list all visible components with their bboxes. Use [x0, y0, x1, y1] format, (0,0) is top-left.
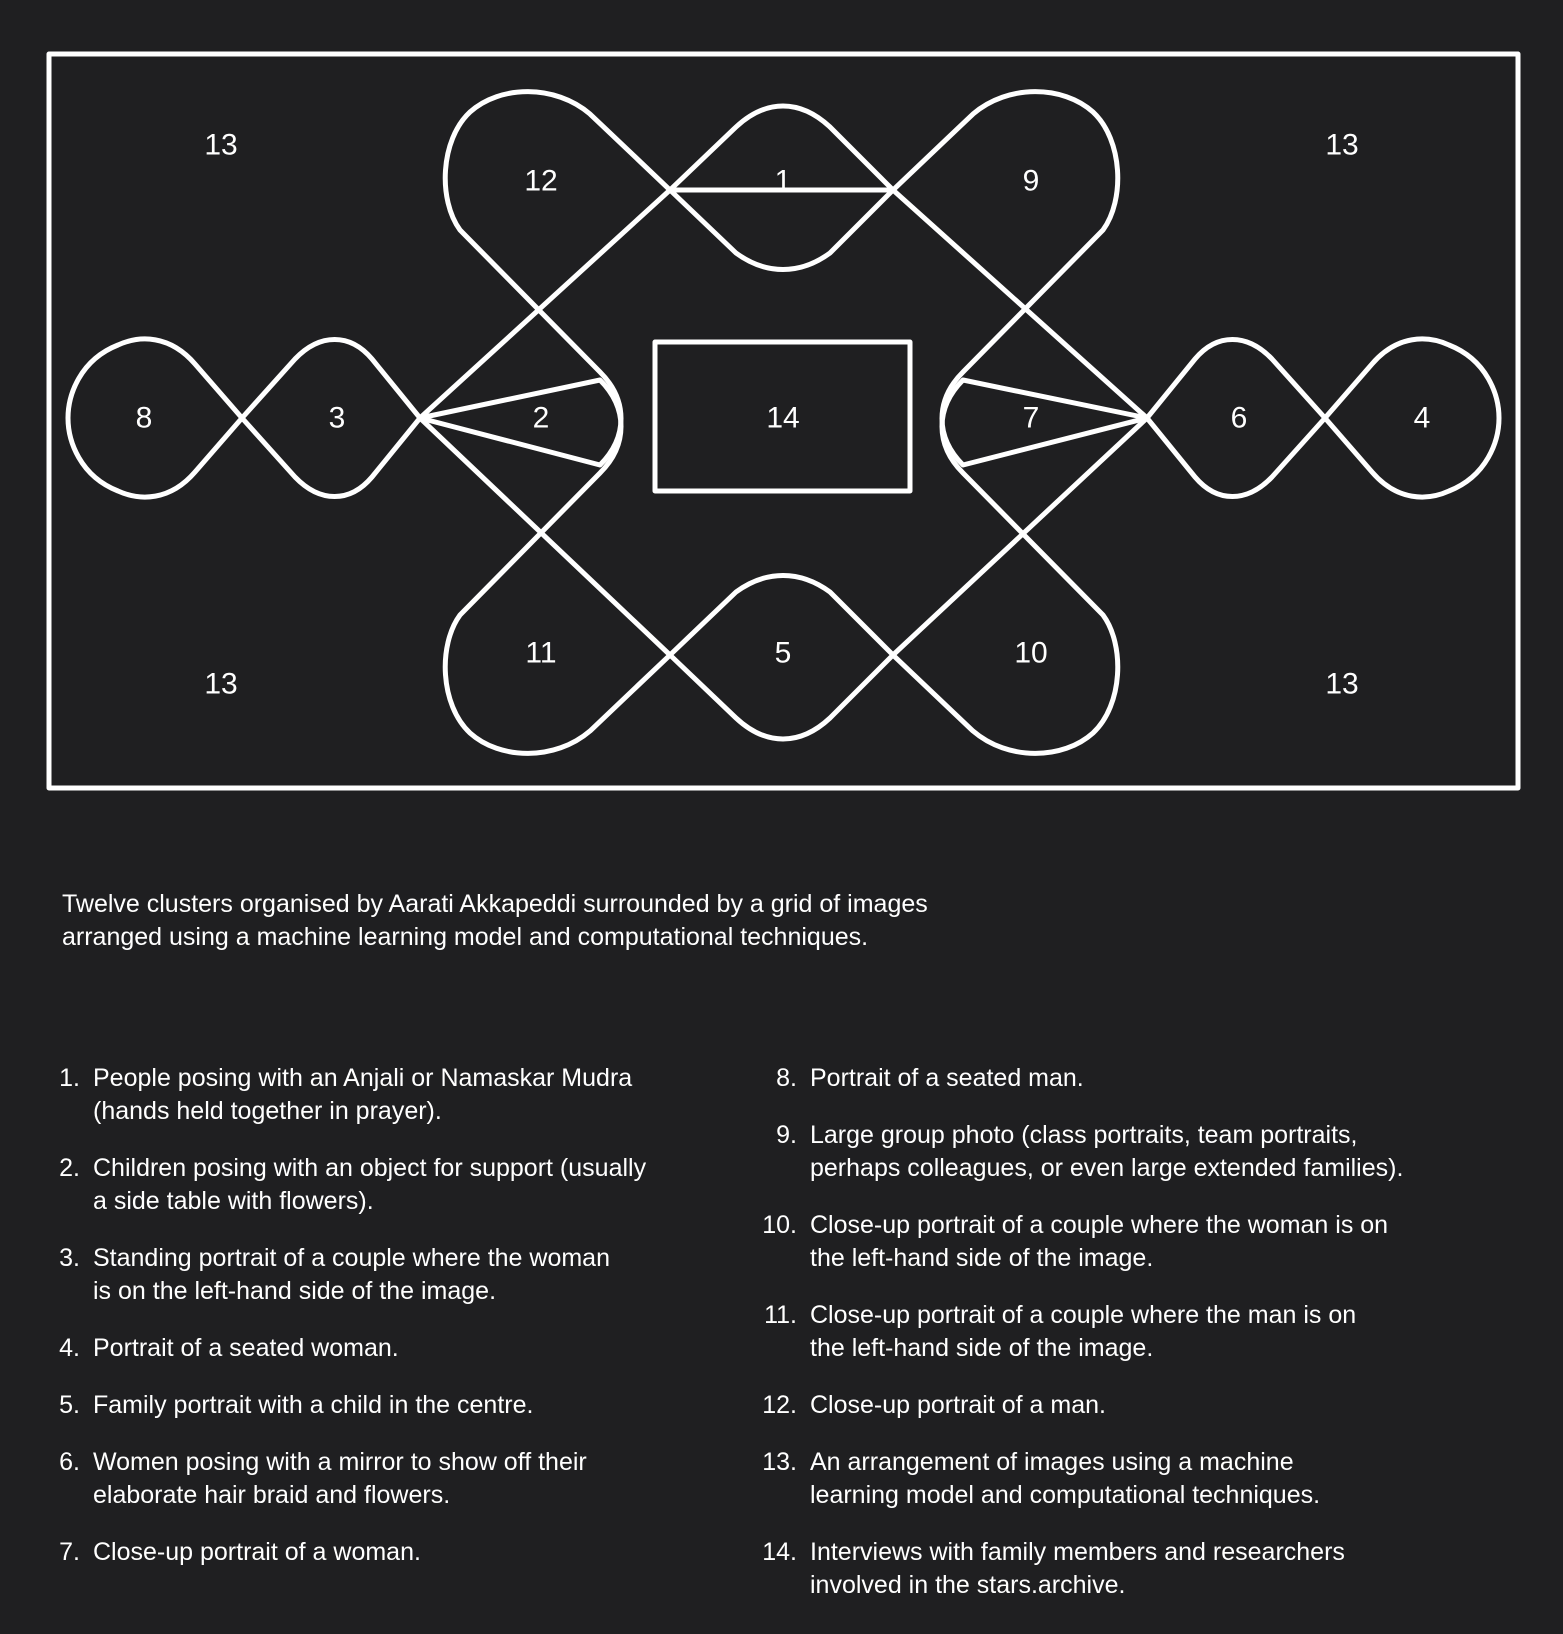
legend-item: 14. Interviews with family members and r…: [715, 1536, 1563, 1602]
legend-number: 5.: [59, 1391, 80, 1419]
outer-frame: [46, 51, 1521, 791]
legend-item: 7. Close-up portrait of a woman.: [0, 1536, 720, 1569]
legend-item: 8. Portrait of a seated man.: [715, 1062, 1563, 1095]
loop-left-outer: [65, 336, 245, 500]
legend-item: 10. Close-up portrait of a couple where …: [715, 1209, 1563, 1275]
legend-item: 1. People posing with an Anjali or Namas…: [0, 1062, 720, 1128]
legend-item: 12. Close-up portrait of a man.: [715, 1389, 1563, 1422]
label-7: 7: [1023, 402, 1040, 435]
legend-number: 10.: [762, 1211, 797, 1239]
legend-left-column: 1. People posing with an Anjali or Namas…: [0, 1062, 720, 1593]
legend-item: 3. Standing portrait of a couple where t…: [0, 1242, 720, 1308]
legend-text: Close-up portrait of a man.: [810, 1391, 1106, 1419]
legend-text: An arrangement of images using a machine…: [810, 1448, 1321, 1509]
legend-number: 12.: [762, 1391, 797, 1419]
legend-text: Large group photo (class portraits, team…: [810, 1121, 1404, 1182]
label-13-bottom-left: 13: [204, 668, 237, 701]
cluster-diagram: 13 13 13 13 12 1 9 8 3 2 14 7 6 4 11 5 1…: [46, 51, 1521, 791]
label-14: 14: [766, 402, 799, 435]
legend-number: 6.: [59, 1448, 80, 1476]
legend-text: Family portrait with a child in the cent…: [93, 1391, 534, 1419]
legend-item: 5. Family portrait with a child in the c…: [0, 1389, 720, 1422]
legend-item: 2. Children posing with an object for su…: [0, 1152, 720, 1218]
loop-right-outer: [1322, 336, 1502, 500]
label-12: 12: [524, 165, 557, 198]
legend-text: Close-up portrait of a couple where the …: [810, 1211, 1389, 1272]
lobe-11: [419, 377, 672, 756]
lobe-10: [891, 377, 1148, 756]
label-10: 10: [1014, 637, 1047, 670]
legend-right-column: 8. Portrait of a seated man. 9. Large gr…: [715, 1062, 1563, 1626]
label-6: 6: [1231, 402, 1248, 435]
legend-item: 11. Close-up portrait of a couple where …: [715, 1299, 1563, 1365]
legend-number: 4.: [59, 1334, 80, 1362]
legend-text: Close-up portrait of a woman.: [93, 1538, 421, 1566]
legend-number: 11.: [764, 1301, 797, 1329]
legend-text: Women posing with a mirror to show off t…: [93, 1448, 587, 1509]
caption-line-2: arranged using a machine learning model …: [62, 923, 869, 951]
legend-text: Portrait of a seated man.: [810, 1064, 1084, 1092]
legend-text: Standing portrait of a couple where the …: [93, 1244, 610, 1305]
label-13-top-right: 13: [1325, 129, 1358, 162]
legend-text: Portrait of a seated woman.: [93, 1334, 399, 1362]
legend-number: 14.: [762, 1538, 797, 1566]
caption: Twelve clusters organised by Aarati Akka…: [62, 888, 1062, 954]
label-13-top-left: 13: [204, 129, 237, 162]
legend-text: Interviews with family members and resea…: [810, 1538, 1345, 1599]
label-11: 11: [525, 637, 556, 670]
caption-line-1: Twelve clusters organised by Aarati Akka…: [62, 890, 928, 918]
legend-number: 1.: [59, 1064, 80, 1092]
legend-item: 13. An arrangement of images using a mac…: [715, 1446, 1563, 1512]
label-8: 8: [136, 402, 153, 435]
legend-number: 7.: [59, 1538, 80, 1566]
label-3: 3: [329, 402, 346, 435]
label-13-bottom-right: 13: [1325, 668, 1358, 701]
legend-number: 13.: [762, 1448, 797, 1476]
legend-item: 4. Portrait of a seated woman.: [0, 1332, 720, 1365]
legend-text: People posing with an Anjali or Namaskar…: [93, 1064, 633, 1125]
label-1: 1: [775, 165, 792, 198]
label-4: 4: [1414, 402, 1431, 435]
label-2: 2: [533, 402, 550, 435]
legend-text: Close-up portrait of a couple where the …: [810, 1301, 1357, 1362]
legend-text: Children posing with an object for suppo…: [93, 1154, 647, 1215]
legend-number: 3.: [59, 1244, 80, 1272]
centre-box: [652, 339, 913, 494]
label-9: 9: [1023, 165, 1040, 198]
legend-number: 2.: [59, 1154, 80, 1182]
legend-item: 9. Large group photo (class portraits, t…: [715, 1119, 1563, 1185]
diagonal-lines: [418, 187, 1149, 657]
legend-item: 6. Women posing with a mirror to show of…: [0, 1446, 720, 1512]
legend-number: 9.: [776, 1121, 797, 1149]
label-5: 5: [775, 637, 792, 670]
legend-number: 8.: [776, 1064, 797, 1092]
